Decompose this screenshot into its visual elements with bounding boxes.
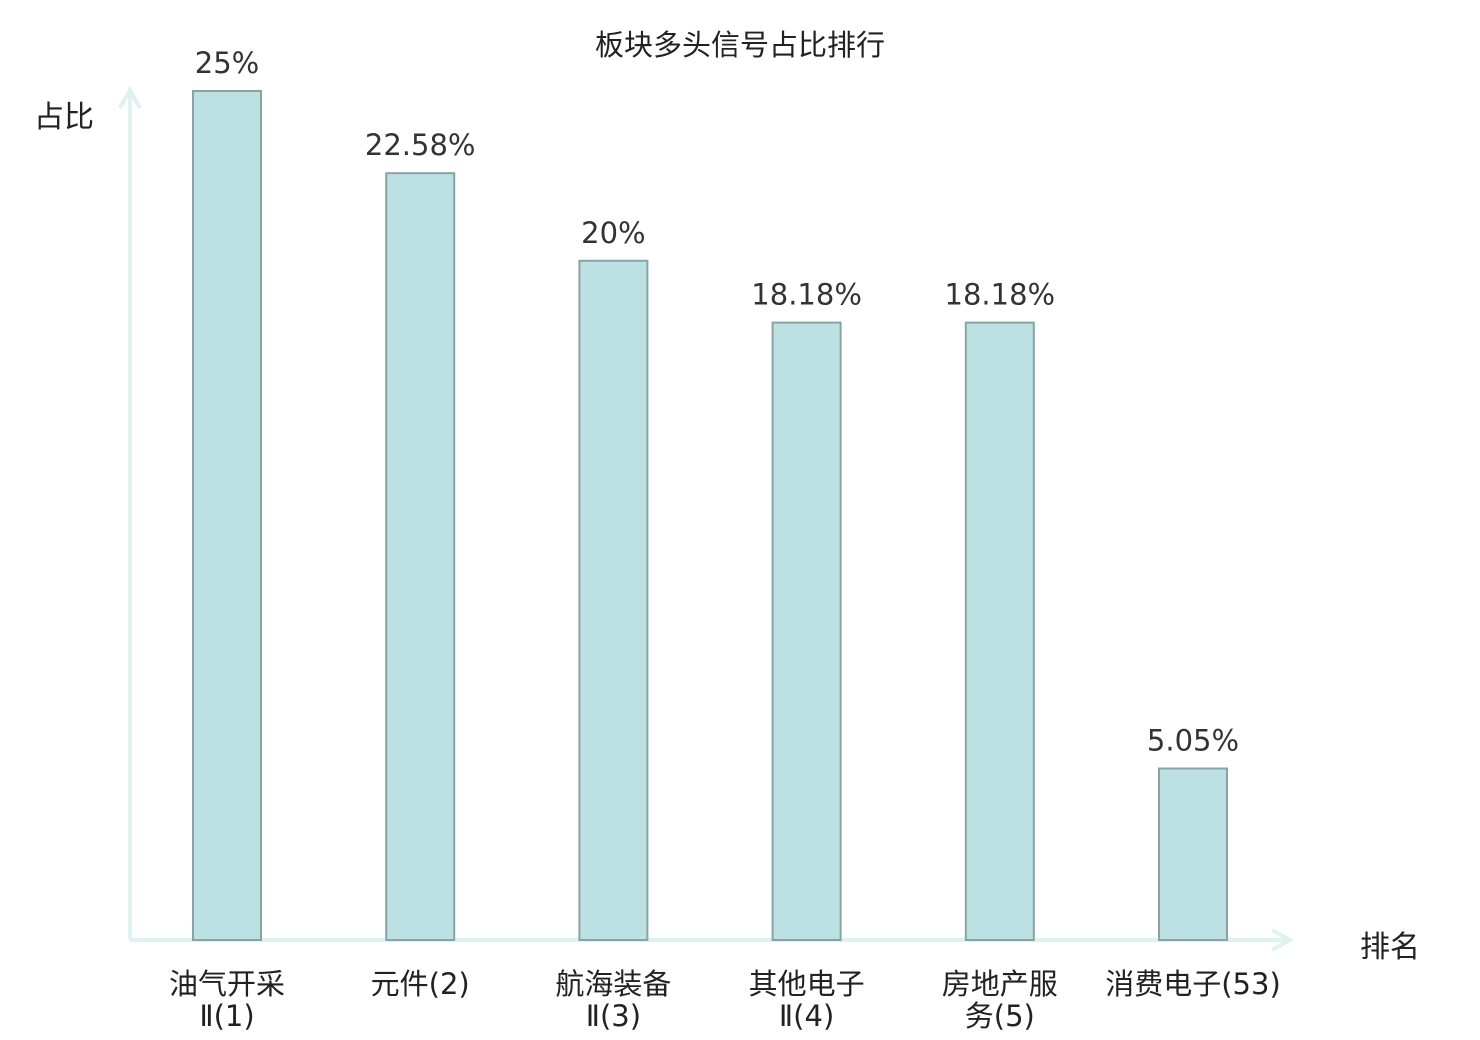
- x-axis-label: 排名: [1360, 930, 1420, 965]
- bar-1: [192, 90, 262, 941]
- x-tick-label-1-line-2: Ⅱ(1): [199, 999, 254, 1033]
- bar-value-label-5: 18.18%: [945, 278, 1056, 312]
- x-tick-label-1-line-1: 油气开采: [169, 967, 285, 1001]
- bar-value-label-3: 20%: [581, 216, 645, 250]
- bar-4: [771, 321, 842, 942]
- bar-3: [578, 259, 649, 941]
- x-axis-arrow: [1271, 928, 1295, 952]
- bar-6: [1158, 767, 1228, 942]
- y-axis-arrow: [118, 85, 142, 109]
- x-tick-label-6-line-1: 消费电子(53): [1105, 967, 1281, 1001]
- chart-title: 板块多头信号占比排行: [594, 28, 885, 62]
- bar-value-label-1: 25%: [195, 46, 259, 80]
- bar-2: [385, 172, 456, 941]
- x-tick-label-5-line-1: 房地产服: [942, 967, 1058, 1001]
- x-tick-label-5-line-2: 务(5): [965, 999, 1035, 1033]
- bar-value-label-4: 18.18%: [751, 278, 862, 312]
- bar-5: [964, 321, 1035, 942]
- x-tick-label-4-line-2: Ⅱ(4): [779, 999, 834, 1033]
- y-axis-label: 占比: [34, 100, 94, 135]
- bar-value-label-2: 22.58%: [365, 128, 476, 162]
- x-tick-label-2-line-1: 元件(2): [371, 967, 470, 1001]
- x-tick-label-3-line-1: 航海装备: [555, 967, 671, 1001]
- bar-value-label-6: 5.05%: [1147, 724, 1239, 758]
- x-tick-label-3-line-2: Ⅱ(3): [586, 999, 641, 1033]
- x-tick-label-4-line-1: 其他电子: [749, 967, 865, 1001]
